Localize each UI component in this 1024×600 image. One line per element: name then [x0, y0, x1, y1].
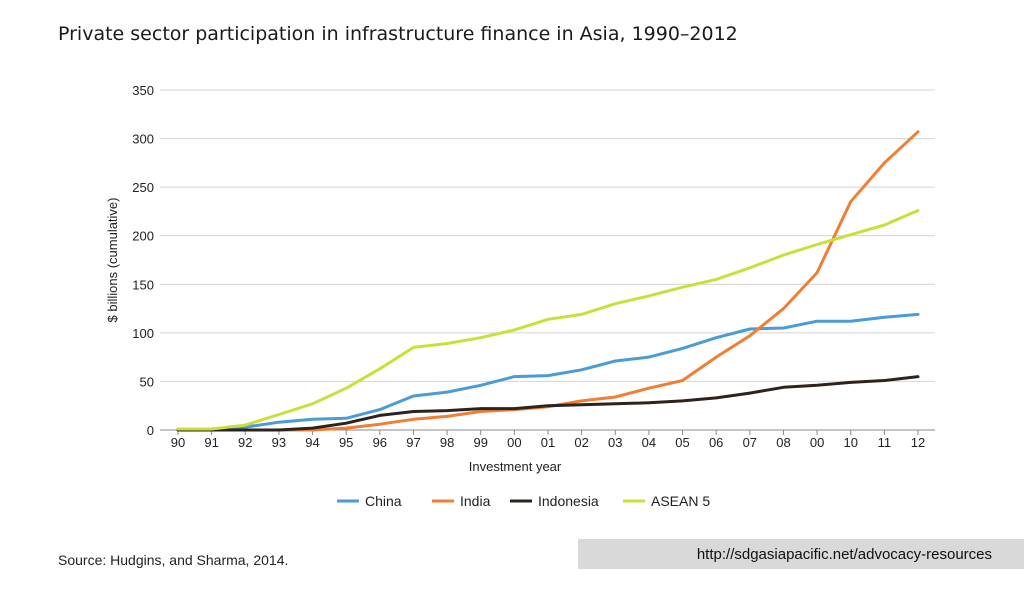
x-tick-label: 03 [608, 435, 622, 450]
x-tick-label: 12 [911, 435, 925, 450]
x-tick-label: 07 [743, 435, 757, 450]
chart-title: Private sector participation in infrastr… [58, 23, 738, 45]
series-line-indonesia [176, 375, 920, 432]
y-tick-label: 0 [147, 423, 154, 438]
x-tick-label: 00 [507, 435, 521, 450]
x-tick-label: 11 [878, 435, 892, 450]
legend-label: India [460, 493, 491, 509]
x-tick-label: 92 [238, 435, 252, 450]
x-tick-label: 08 [776, 435, 790, 450]
x-tick-label: 90 [171, 435, 185, 450]
x-tick-label: 02 [574, 435, 588, 450]
legend-label: Indonesia [538, 493, 599, 509]
y-axis-label: $ billions (cumulative) [105, 198, 120, 323]
y-tick-label: 350 [132, 83, 154, 98]
x-tick-labels: 90 91 92 93 94 95 96 97 98 99 00 01 02 03 04 05 06 07 08 00… [171, 430, 925, 450]
legend-label: China [365, 493, 402, 509]
y-tick-label: 300 [132, 132, 154, 147]
x-tick-label: 00 [810, 435, 824, 450]
gridlines [160, 89, 935, 431]
legend: China India Indonesia ASEAN 5 [337, 493, 710, 509]
series-line-china [176, 312, 920, 431]
x-axis-label: Investment year [469, 459, 562, 474]
y-tick-label: 150 [132, 277, 154, 292]
y-tick-label: 50 [140, 374, 154, 389]
x-tick-label: 95 [339, 435, 353, 450]
source-note: Source: Hudgins, and Sharma, 2014. [58, 552, 288, 568]
x-tick-label: 10 [843, 435, 857, 450]
x-tick-label: 99 [473, 435, 487, 450]
y-tick-label: 100 [132, 326, 154, 341]
y-tick-label: 200 [132, 229, 154, 244]
x-tick-label: 93 [272, 435, 286, 450]
x-tick-label: 97 [406, 435, 420, 450]
url-link[interactable]: http://sdgasiapacific.net/advocacy-resou… [697, 546, 992, 563]
x-tick-label: 01 [541, 435, 555, 450]
x-tick-label: 05 [675, 435, 689, 450]
x-tick-label: 98 [440, 435, 454, 450]
x-tick-label: 06 [709, 435, 723, 450]
legend-label: ASEAN 5 [651, 493, 710, 509]
x-tick-label: 96 [373, 435, 387, 450]
series-line-asean-5 [176, 209, 920, 431]
y-tick-label: 250 [132, 180, 154, 195]
url-banner [578, 539, 1024, 569]
x-tick-label: 04 [642, 435, 656, 450]
series-lines [176, 130, 920, 432]
y-tick-labels: 0 50 100 150 200 250 300 350 [132, 83, 154, 438]
x-tick-label: 94 [305, 435, 319, 450]
x-tick-label: 91 [204, 435, 218, 450]
